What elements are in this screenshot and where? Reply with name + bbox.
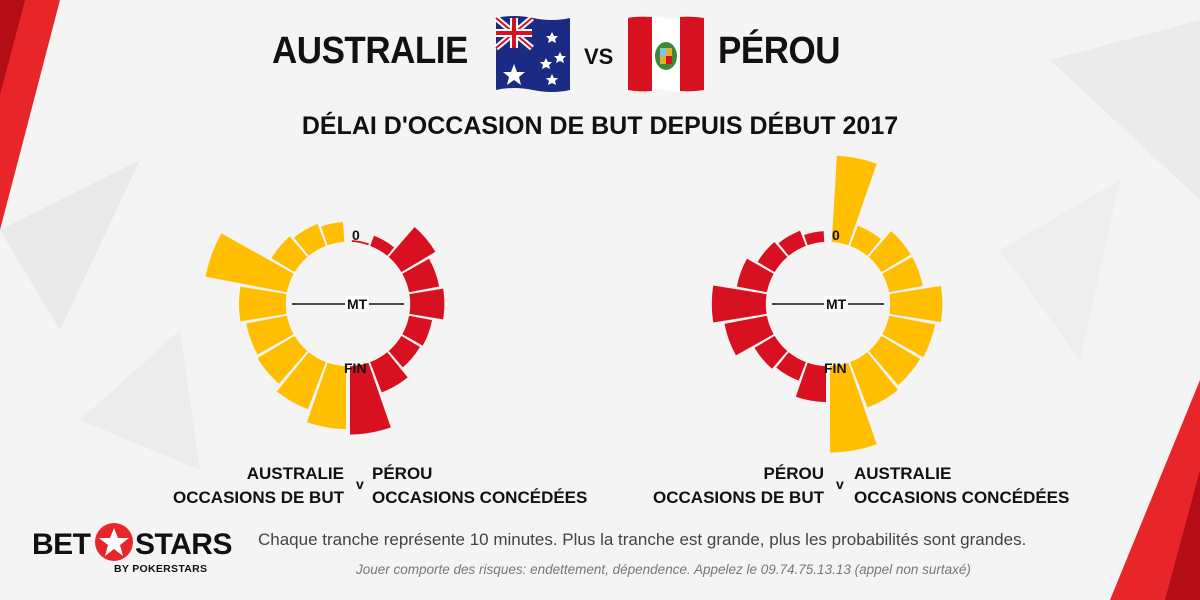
chart2-legend-left: PÉROU OCCASIONS DE BUT	[600, 462, 824, 510]
chart1-left-slice-2	[293, 224, 326, 256]
chart1-right-slice-3	[388, 227, 436, 273]
chart2-left-slice-1	[804, 231, 825, 246]
chart2-legend-right: AUSTRALIE OCCASIONS CONCÉDÉES	[854, 462, 1069, 510]
chart2-left-slice-7	[754, 335, 788, 369]
chart1-right-slice-8	[370, 352, 408, 393]
star-icon	[95, 523, 133, 561]
chart1-right-slice-1	[351, 240, 369, 246]
chart2-legend-left-line2: OCCASIONS DE BUT	[653, 488, 824, 507]
peru-flag-icon	[628, 16, 704, 92]
chart2-right-slice-2	[850, 225, 881, 256]
logo-bet: BET	[32, 528, 91, 561]
chart2-legend-right-line2: OCCASIONS CONCÉDÉES	[854, 488, 1070, 507]
chart2-right-slice-6	[882, 315, 936, 358]
corner-stripe-top-left-dark	[0, 0, 25, 95]
chart1-left-slice-7	[257, 335, 308, 384]
chart1-right-slice-9	[348, 362, 391, 435]
logo-sub: BY POKERSTARS	[114, 563, 208, 575]
chart2-left-slice-6	[724, 315, 774, 356]
chart2-right-slice-3	[868, 231, 911, 273]
chart1-left-slice-4	[205, 233, 294, 293]
chart1-left-slice-8	[276, 352, 326, 410]
corner-stripe-top-left	[0, 0, 60, 230]
chart2-right-slice-5	[889, 285, 943, 323]
chart1-legend-right-line2: OCCASIONS CONCÉDÉES	[372, 488, 588, 507]
chart2-right-slice-4	[882, 257, 923, 293]
chart2-legend-left-line1: PÉROU	[763, 464, 824, 483]
chart2-legend-right-line1: AUSTRALIE	[854, 464, 952, 483]
team-left-title: AUSTRALIE	[272, 30, 468, 72]
radial-chart-left	[205, 164, 445, 464]
betstars-logo: BET STARS BY POKERSTARS	[32, 523, 232, 578]
chart1-legend-v: v	[356, 476, 364, 492]
chart1-right-slice-2	[370, 235, 395, 256]
chart1-left-slice-1	[321, 222, 345, 246]
chart1-label-bottom: FIN	[344, 360, 367, 376]
chart2-legend-v: v	[836, 476, 844, 492]
footer-note: Chaque tranche représente 10 minutes. Pl…	[258, 530, 1027, 549]
radial-chart-right	[711, 155, 943, 464]
chart1-left-slice-9	[306, 362, 348, 430]
chart2-right-slice-7	[868, 335, 921, 386]
chart1-legend-left: AUSTRALIE OCCASIONS DE BUT	[120, 462, 344, 510]
chart2-left-slice-5	[711, 285, 767, 323]
chart1-right-slice-4	[402, 258, 440, 293]
chart1-left-slice-5	[238, 286, 287, 322]
chart2-right-slice-9	[828, 362, 877, 453]
vs-label: VS	[584, 44, 614, 69]
chart2-left-slice-9	[795, 362, 828, 403]
logo-stars: STARS	[135, 528, 232, 561]
chart1-label-top: 0	[352, 227, 360, 243]
chart2-left-slice-4	[736, 258, 774, 293]
chart2-left-slice-2	[778, 230, 806, 256]
footer-disclaimer: Jouer comporte des risques: endettement,…	[356, 562, 971, 577]
chart1-right-slice-7	[388, 335, 420, 368]
chart2-label-middle: MT	[824, 296, 849, 312]
chart2-label-bottom: FIN	[824, 360, 847, 376]
australia-flag-icon	[494, 15, 570, 92]
chart1-legend-right-line1: PÉROU	[372, 464, 433, 483]
chart2-right-slice-8	[850, 352, 898, 408]
chart1-label-middle: MT	[345, 296, 370, 312]
chart2-left-slice-3	[757, 241, 788, 273]
chart1-legend-right: PÉROU OCCASIONS CONCÉDÉES	[372, 462, 587, 510]
chart2-right-slice-1	[831, 155, 877, 246]
team-right-title: PÉROU	[718, 30, 841, 72]
chart2-label-top: 0	[832, 227, 840, 243]
corner-stripe-bottom-right	[1110, 380, 1200, 600]
chart1-legend-left-line1: AUSTRALIE	[246, 464, 344, 483]
chart1-legend-left-line2: OCCASIONS DE BUT	[173, 488, 344, 507]
chart1-right-slice-6	[402, 315, 433, 346]
chart2-left-slice-8	[776, 352, 806, 381]
chart1-right-slice-5	[409, 288, 445, 320]
chart-subtitle: DÉLAI D'OCCASION DE BUT DEPUIS DÉBUT 201…	[301, 112, 899, 140]
chart1-left-slice-3	[271, 236, 308, 273]
corner-stripe-bottom-right-dark	[1165, 470, 1200, 600]
chart1-left-slice-6	[246, 315, 294, 355]
